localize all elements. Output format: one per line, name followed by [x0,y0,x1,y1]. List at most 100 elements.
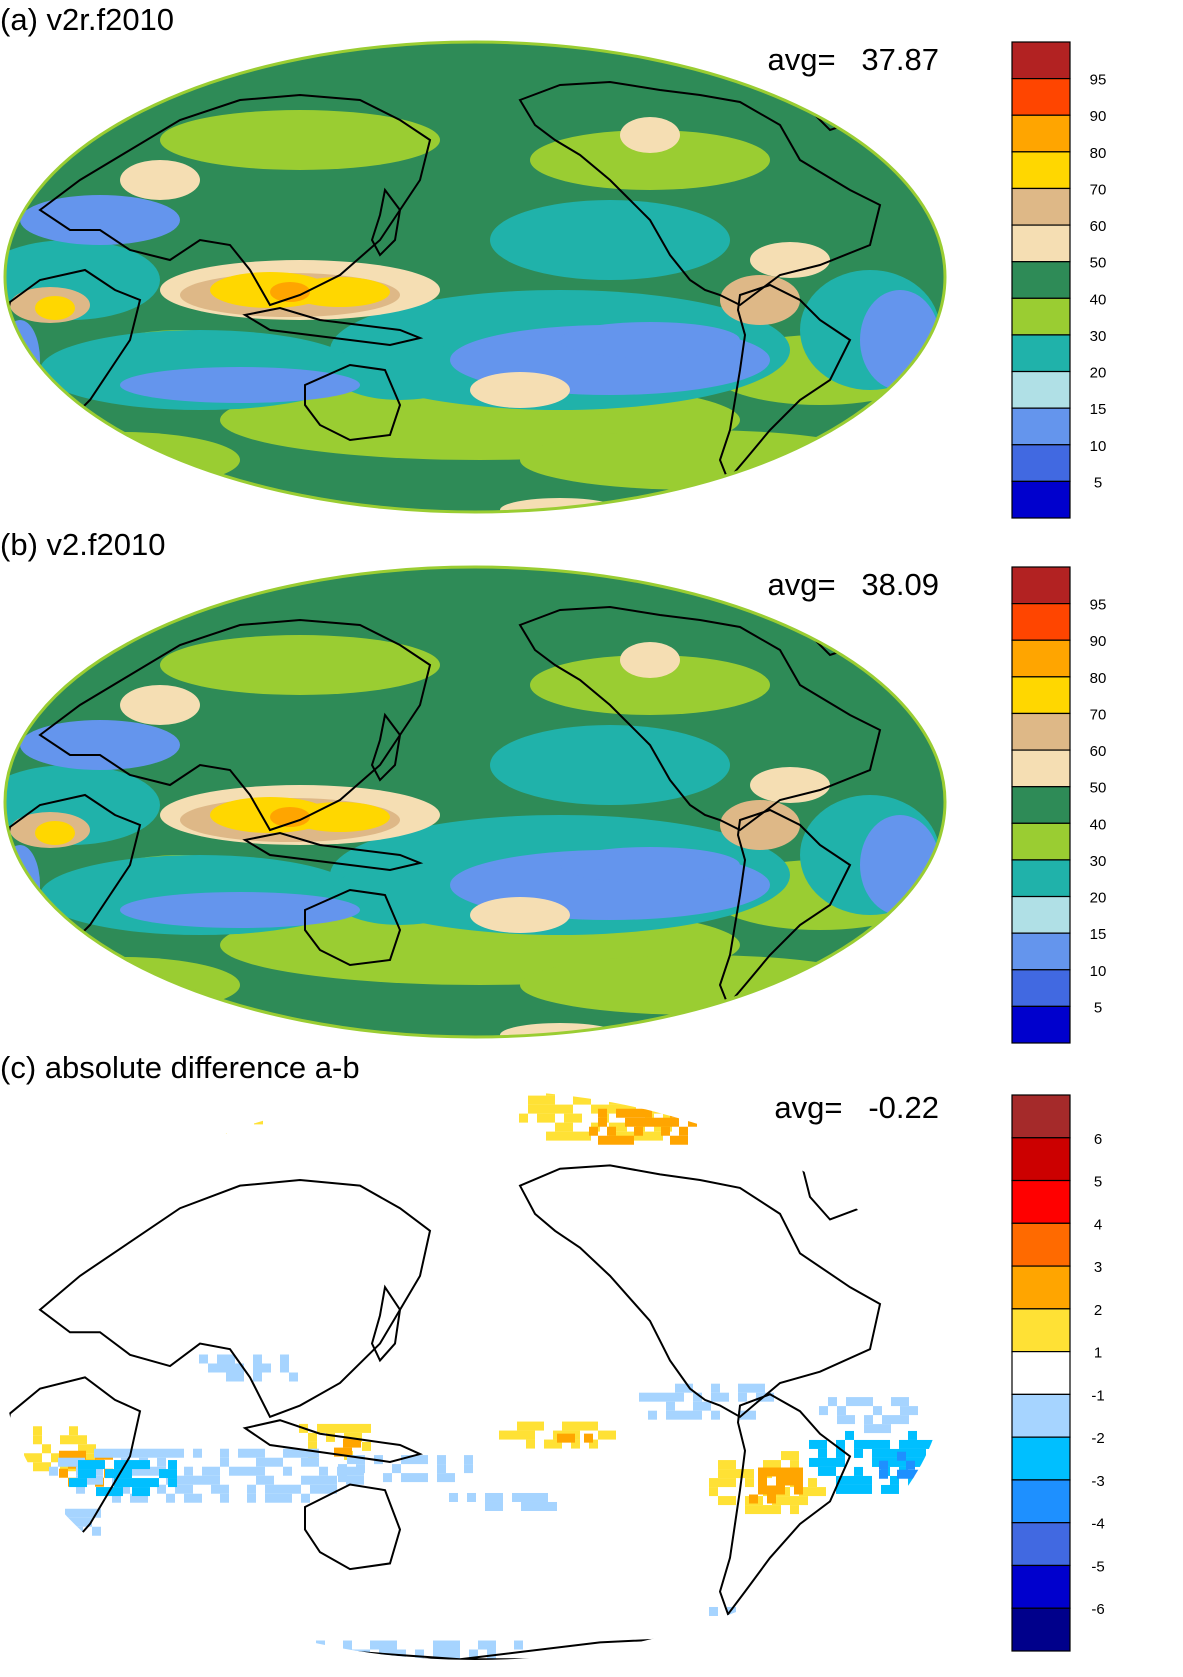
map-cell [555,1104,564,1114]
map-panel-b [3,565,947,1039]
map-cell [670,1135,679,1145]
map-cell [679,1135,688,1145]
map-cell [718,1496,727,1506]
map-cell [571,1430,580,1440]
map-cell [758,1485,767,1495]
map-cell [675,1410,684,1420]
coastline [372,1287,400,1360]
map-cell [316,1640,325,1650]
map-cell [639,1392,648,1402]
map-cell [83,1115,92,1125]
map-cell [69,1435,78,1445]
map-cell [879,1460,888,1470]
map-cell [130,1493,139,1503]
map-region [120,160,200,200]
map-cell [110,1115,119,1125]
colorbar-tick-label: 70 [1090,181,1107,198]
colorbar-box [1011,1436,1071,1481]
map-cell [92,1526,101,1536]
coastline [40,95,430,305]
map-cell [326,1432,335,1442]
map-cell [175,1448,184,1458]
map-cell [749,1494,758,1504]
colorbar-tick-label: 20 [1090,365,1107,382]
map-cell [119,1106,128,1116]
map-cell [709,1478,718,1488]
colorbar-panel-c: 6 5 4 3 2 1 -1 -2 -3 -4 -5 -6 [1011,1094,1105,1652]
map-cell [747,1383,756,1393]
map-cell [347,1455,356,1465]
colorbar-box [1011,1351,1071,1395]
map-cell [139,1466,148,1476]
map-cell [175,1484,184,1494]
map-cell [42,1462,51,1472]
map-cell [879,1469,888,1479]
map-region [130,1020,270,1037]
map-cell [526,1421,535,1431]
colorbar-tick-label: 40 [1090,291,1107,308]
map-cell [211,1484,220,1494]
map-cell [59,1468,68,1478]
map-cell [33,1453,42,1463]
map-cell [836,1439,845,1449]
map-cell [184,1493,193,1503]
map-cell [571,1439,580,1449]
map-cell [92,1124,101,1134]
map-background [5,1090,945,1660]
map-region [530,130,770,190]
map-cell [917,1457,926,1467]
map-cell [636,1131,645,1141]
map-cell [146,1124,155,1134]
colorbar-box [1011,1479,1071,1524]
map-cell [292,1448,301,1458]
map-field [5,567,945,1037]
map-cell [745,1478,754,1488]
map-region [750,767,830,803]
coastline [720,810,850,1005]
map-cell [494,1501,503,1511]
map-cell [238,1448,247,1458]
map-cell [836,1457,845,1467]
map-cell [401,1473,410,1483]
map-cell [487,1649,496,1659]
colorbar-box [1011,1005,1071,1044]
map-cell [301,1493,310,1503]
map-cell [401,1455,410,1465]
map-cell [308,1441,317,1451]
map-cell [530,1501,539,1511]
map-cell [301,1475,310,1485]
map-cell [74,1526,83,1536]
map-cell [607,1126,616,1136]
map-cell [65,1115,74,1125]
map-cell [718,1460,727,1470]
map-region [20,195,180,245]
colorbar-tick-label: 60 [1090,743,1107,760]
map-cell [307,1649,316,1659]
colorbar-tick-label: 50 [1090,780,1107,797]
map-cell [112,1493,121,1503]
map-cell [544,1439,553,1449]
map-cell [29,1526,38,1536]
map-cell [855,1397,864,1407]
colorbar-tick-label: 95 [1090,597,1107,614]
map-cell [343,1640,352,1650]
map-cell [265,1475,274,1485]
map-cell [794,1485,803,1495]
colorbar-box [1011,41,1071,80]
map-cell [274,1457,283,1467]
map-cell [845,1475,854,1485]
map-cell [935,1448,944,1458]
map-cell [292,1484,301,1494]
colorbar-box [1011,603,1071,641]
map-cell [274,1484,283,1494]
map-cell [539,1492,548,1502]
map-cell [164,1115,173,1125]
map-cell [828,1397,837,1407]
colorbar-box [1011,261,1071,299]
map-cell [582,1095,591,1105]
map-cell [817,1606,826,1616]
map-cell [148,1466,157,1476]
map-cell [419,1473,428,1483]
map-cell [24,1453,33,1463]
map-cell [890,1484,899,1494]
